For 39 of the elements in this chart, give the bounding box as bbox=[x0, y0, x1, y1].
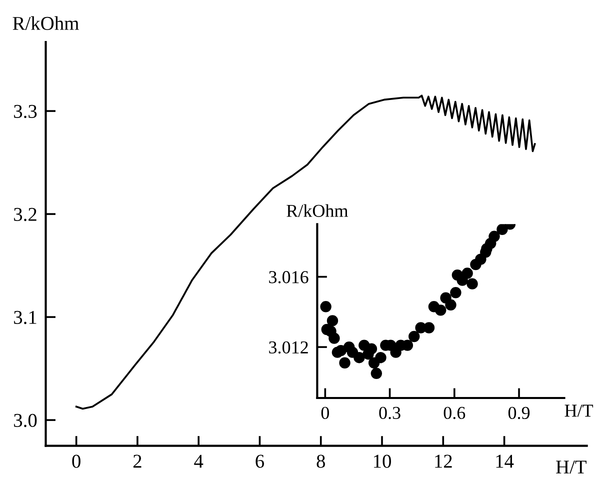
point bbox=[450, 287, 462, 298]
x-tick-label: 14 bbox=[496, 454, 514, 468]
x-tick-label: 4 bbox=[194, 454, 204, 468]
y-tick-label: 3.2 bbox=[14, 208, 36, 222]
point bbox=[445, 299, 456, 311]
x-tick-label: 0 bbox=[72, 454, 80, 468]
point bbox=[328, 332, 340, 344]
y-tick-label: 3.012 bbox=[269, 341, 308, 354]
point bbox=[375, 352, 386, 364]
y-tick-label: 3.3 bbox=[14, 104, 37, 118]
point bbox=[320, 301, 332, 312]
y-tick-label: 3.1 bbox=[14, 310, 36, 324]
x-tick-label: 0 bbox=[321, 406, 329, 420]
point bbox=[423, 322, 435, 334]
x-axis-title: H/T bbox=[564, 404, 594, 417]
x-axis-title: H/T bbox=[556, 460, 586, 474]
y-tick-label: 3.0 bbox=[14, 414, 37, 428]
x-tick-label: 8 bbox=[316, 454, 325, 468]
x-tick-label: 0.9 bbox=[508, 406, 530, 420]
x-tick-label: 12 bbox=[435, 454, 452, 468]
point bbox=[462, 268, 473, 279]
point bbox=[496, 224, 508, 235]
point bbox=[354, 352, 365, 364]
point bbox=[408, 330, 420, 342]
x-tick-label: 0.6 bbox=[444, 406, 466, 420]
x-tick-label: 0.3 bbox=[379, 406, 400, 420]
point bbox=[326, 315, 338, 326]
y-axis-title: R/kOhm bbox=[12, 16, 79, 30]
x-tick-label: 2 bbox=[133, 454, 142, 468]
y-tick-label: 3.016 bbox=[269, 271, 308, 284]
x-tick-label: 6 bbox=[256, 454, 264, 468]
y-axis-title: R/kOhm bbox=[286, 204, 348, 217]
point bbox=[466, 278, 478, 290]
point bbox=[335, 344, 346, 356]
x-tick-label: 10 bbox=[374, 454, 391, 468]
point bbox=[488, 230, 500, 242]
point bbox=[435, 304, 446, 316]
point bbox=[339, 357, 350, 368]
point bbox=[370, 368, 382, 380]
